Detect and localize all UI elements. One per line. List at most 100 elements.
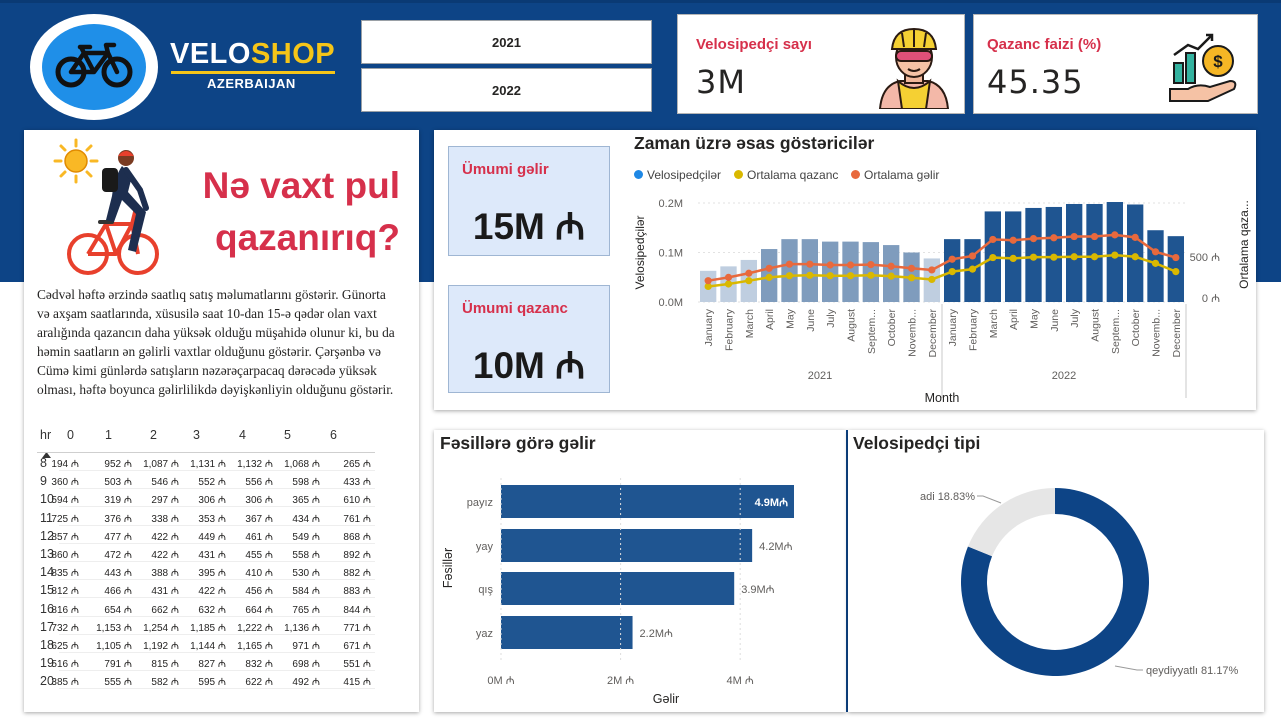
- matrix-cell: 698 ₼: [292, 659, 320, 671]
- matrix-cell: 765 ₼: [292, 604, 320, 616]
- x-tick-label: January: [947, 308, 959, 346]
- leader-line: [977, 495, 1002, 504]
- matrix-cell: 791 ₼: [104, 659, 132, 671]
- matrix-cell: 549 ₼: [292, 531, 320, 543]
- matrix-cell: 771 ₼: [343, 622, 371, 634]
- matrix-cell: 1,131 ₼: [190, 459, 226, 470]
- avg-profit-point: [1029, 253, 1038, 261]
- legend-riders[interactable]: Velosipedçilər: [634, 168, 721, 182]
- matrix-column-header[interactable]: 4: [239, 428, 246, 442]
- avg-revenue-point: [704, 277, 712, 285]
- matrix-column-header[interactable]: 1: [105, 428, 112, 442]
- avg-profit-line: [708, 253, 1177, 288]
- matrix-column-header[interactable]: 3: [193, 428, 200, 442]
- avg-profit-point: [1009, 254, 1017, 262]
- x-tick-label: May: [1029, 308, 1041, 329]
- y2-axis-title: Ortalama qaza...: [1237, 200, 1251, 289]
- matrix-cell: 365 ₼: [292, 495, 320, 507]
- legend-avg-revenue[interactable]: Ortalama gəlir: [851, 168, 939, 182]
- matrix-cell: 422 ₼: [151, 550, 179, 561]
- matrix-cell: 552 ₼: [198, 477, 226, 489]
- matrix-cell: 594 ₼: [51, 495, 79, 507]
- bar-riders: [781, 239, 798, 302]
- matrix-row-hour: 11: [40, 510, 53, 525]
- sort-arrow-icon[interactable]: [42, 445, 51, 463]
- matrix-cell: 1,136 ₼: [284, 622, 320, 634]
- matrix-column-header[interactable]: 6: [330, 428, 337, 442]
- x-tick-label: March: [744, 309, 756, 338]
- avg-profit-point: [846, 272, 855, 280]
- matrix-row-header[interactable]: hr: [40, 428, 52, 442]
- matrix-cell: 598 ₼: [292, 477, 320, 489]
- x-tick-label: Septem...: [1110, 309, 1122, 354]
- sun-icon: [52, 137, 100, 189]
- header-top-line: [0, 0, 1281, 3]
- matrix-cell: 297 ₼: [151, 495, 179, 507]
- matrix-column-header[interactable]: 0: [67, 428, 74, 442]
- x-tick-label: October: [1130, 309, 1142, 347]
- x-tick-label: October: [886, 309, 898, 347]
- legend-avg-profit[interactable]: Ortalama qazanc: [734, 168, 838, 182]
- x-axis-title: Month: [925, 391, 960, 405]
- matrix-cell: 472 ₼: [104, 550, 132, 561]
- avg-revenue-point: [907, 264, 916, 272]
- cyclist-illustration: [66, 146, 162, 282]
- matrix-cell: 431 ₼: [198, 550, 226, 561]
- matrix-cell: 732 ₼: [51, 622, 79, 634]
- matrix-column-header[interactable]: 5: [284, 428, 291, 442]
- matrix-row-hour: 8: [40, 456, 47, 470]
- story-headline-line1: Nə vaxt pul: [202, 165, 400, 206]
- matrix-cell: 1,165 ₼: [237, 641, 273, 652]
- matrix-cell: 319 ₼: [104, 495, 132, 507]
- x-tick-label: Novemb...: [1151, 309, 1163, 357]
- matrix-row: 12 857 ₼ 477 ₼ 422 ₼ 449 ₼ 461 ₼ 549 ₼ 868 ₼: [37, 527, 375, 545]
- matrix-cell: 892 ₼: [343, 550, 371, 561]
- avg-profit-point: [928, 275, 936, 284]
- matrix-cell: 265 ₼: [343, 459, 371, 470]
- bar-riders: [842, 241, 859, 302]
- avg-revenue-point: [1009, 236, 1017, 244]
- avg-revenue-point: [1090, 232, 1099, 241]
- x-tick-label: December: [927, 308, 939, 357]
- matrix-cell: 835 ₼: [51, 568, 79, 580]
- matrix-cell: 492 ₼: [292, 677, 320, 689]
- matrix-cell: 530 ₼: [292, 568, 320, 580]
- matrix-cell: 725 ₼: [51, 513, 79, 525]
- kpi-profit-value: 45.35: [987, 63, 1084, 101]
- matrix-cell: 832 ₼: [245, 659, 273, 671]
- avg-revenue-point: [867, 260, 875, 269]
- x-tick-label: 4M ₼: [727, 675, 754, 687]
- avg-revenue-point: [1029, 235, 1038, 243]
- x-axis-title: Gəlir: [653, 692, 679, 706]
- kpi-riders-title: Velosipedçi sayı: [696, 36, 812, 53]
- rider-type-donut: qeydiyyatlı 81.17% adi 18.83%: [920, 488, 1239, 677]
- avg-revenue-point: [745, 269, 753, 277]
- x-tick-label: June: [805, 309, 817, 332]
- kpi-total-revenue-value: 15M ₼: [472, 206, 586, 247]
- x-tick-label: March: [988, 309, 1000, 338]
- matrix-column-header[interactable]: 2: [150, 428, 157, 442]
- matrix-cell: 367 ₼: [245, 513, 273, 525]
- brand-name-part2: SHOP: [250, 38, 336, 70]
- season-category-label: yaz: [476, 628, 493, 640]
- x-tick-label: August: [846, 309, 858, 342]
- season-bar: [501, 572, 735, 605]
- matrix-cell: 662 ₼: [151, 604, 179, 616]
- matrix-row-hour: 15: [40, 583, 54, 598]
- matrix-cell: 971 ₼: [292, 641, 320, 652]
- matrix-row-hour: 20: [40, 674, 54, 689]
- avg-revenue-line: [707, 233, 1177, 282]
- avg-profit-point: [806, 271, 814, 279]
- matrix-row-hour: 18: [40, 638, 54, 652]
- story-headline-line2: qazanırıq?: [214, 217, 400, 258]
- kpi-card-riders: Velosipedçi sayı 3M: [677, 14, 965, 114]
- year-slicer-2021[interactable]: 2021: [361, 20, 652, 64]
- matrix-row: 10 594 ₼ 319 ₼ 297 ₼ 306 ₼ 306 ₼ 365 ₼ 610 ₼: [37, 490, 375, 508]
- season-bar: [501, 529, 753, 562]
- avg-profit-point: [907, 274, 916, 282]
- matrix-row: 19 516 ₼ 791 ₼ 815 ₼ 827 ₼ 832 ₼ 698 ₼ 551 ₼: [37, 654, 375, 672]
- year-slicer-2022[interactable]: 2022: [361, 68, 652, 112]
- matrix-row-hour: 16: [40, 601, 54, 616]
- x-tick-label: June: [1049, 309, 1061, 332]
- matrix-cell: 555 ₼: [104, 677, 132, 689]
